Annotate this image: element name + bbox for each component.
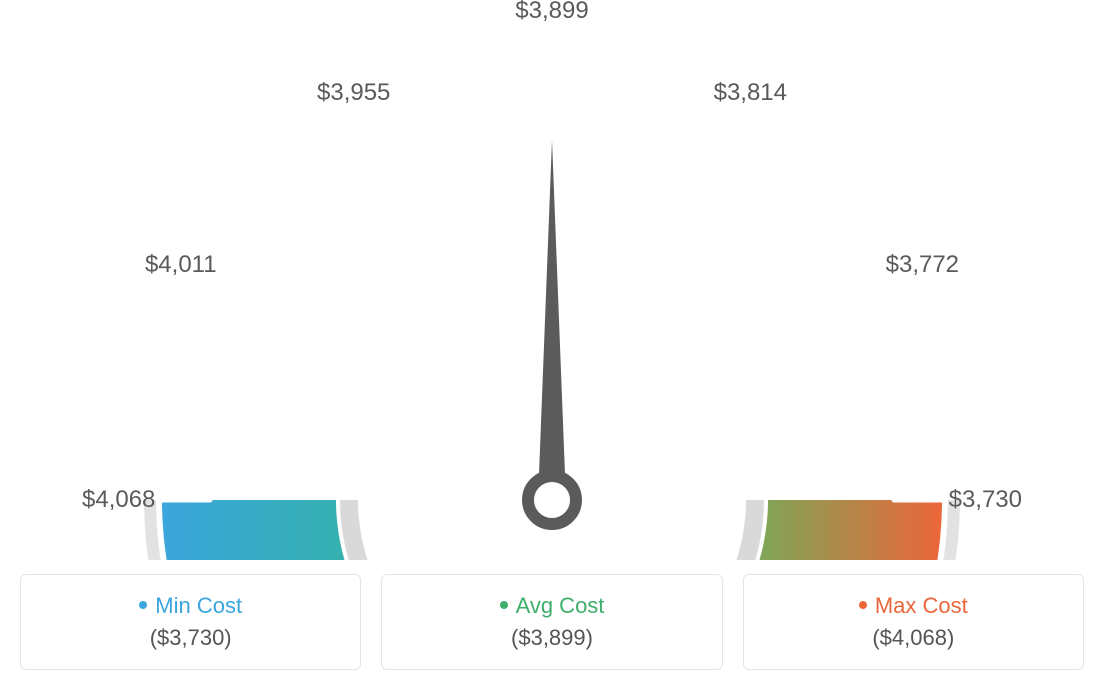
legend-avg-card: Avg Cost ($3,899) [381,574,722,670]
gauge-tick-label: $3,772 [886,251,959,279]
gauge-tick-label: $4,011 [145,251,217,279]
legend-avg-title: Avg Cost [394,593,709,619]
gauge-svg [0,0,1104,560]
gauge-tick-label: $3,899 [515,0,588,25]
gauge-tick-label: $3,955 [317,79,390,107]
legend-min-title-text: Min Cost [155,593,242,618]
legend-max-title: Max Cost [756,593,1071,619]
legend-max-value: ($4,068) [756,625,1071,651]
legend-row: Min Cost ($3,730) Avg Cost ($3,899) Max … [0,574,1104,670]
legend-min-value: ($3,730) [33,625,348,651]
gauge-tick-label: $4,068 [82,486,155,514]
legend-avg-title-text: Avg Cost [516,593,605,618]
legend-max-title-text: Max Cost [875,593,968,618]
dot-icon [859,601,867,609]
dot-icon [500,601,508,609]
legend-min-card: Min Cost ($3,730) [20,574,361,670]
gauge-tick-label: $3,814 [714,79,787,107]
gauge-tick-label: $3,730 [949,486,1022,514]
gauge-needle [528,140,576,524]
legend-min-title: Min Cost [33,593,348,619]
cost-gauge-container: $3,730 $3,772 $3,814 $3,899 $3,955 $4,011 $4,0… [0,0,1104,690]
dot-icon [139,601,147,609]
gauge-chart: $3,730 $3,772 $3,814 $3,899 $3,955 $4,011 $4,0… [0,0,1104,560]
legend-avg-value: ($3,899) [394,625,709,651]
legend-max-card: Max Cost ($4,068) [743,574,1084,670]
